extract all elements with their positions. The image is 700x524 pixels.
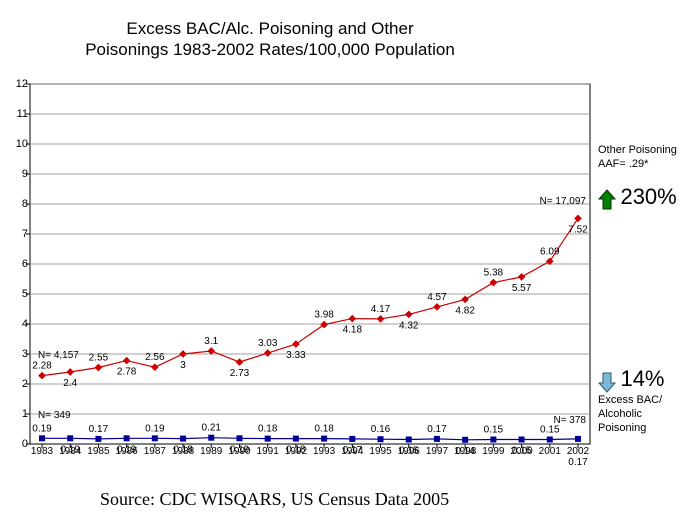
svg-text:4.82: 4.82 <box>455 305 475 316</box>
svg-text:2.28: 2.28 <box>32 361 52 372</box>
x-tick-label: 1986 <box>116 446 138 457</box>
y-tick-label: 7 <box>4 228 28 240</box>
svg-text:2.4: 2.4 <box>63 378 77 389</box>
n-other-start: N= 4,157 <box>38 350 79 361</box>
y-tick-label: 4 <box>4 318 28 330</box>
svg-text:0.18: 0.18 <box>314 424 334 435</box>
y-tick-label: 6 <box>4 258 28 270</box>
side-other-caption: Other Poisoning AAF= .29* <box>598 144 698 172</box>
n-bac-start: N= 349 <box>38 410 71 421</box>
svg-text:5.38: 5.38 <box>484 268 504 279</box>
source-text: Source: CDC WISQARS, US Census Data 2005 <box>100 489 449 510</box>
bac-caption-3: Poisoning <box>598 422 698 436</box>
x-tick-label: 1985 <box>87 446 109 457</box>
svg-text:7.52: 7.52 <box>568 224 588 235</box>
svg-text:4.57: 4.57 <box>427 292 447 303</box>
plot-svg: 2.28 2.4 2.55 2.78 2.56 3 3.1 2.73 3.03 3.33 3.98 4… <box>30 84 590 444</box>
svg-text:4.18: 4.18 <box>343 325 363 336</box>
chart-title: Excess BAC/Alc. Poisoning and Other Pois… <box>0 18 540 61</box>
x-tick-label: 1993 <box>313 446 335 457</box>
svg-text:3.1: 3.1 <box>204 336 218 347</box>
y-tick-label: 3 <box>4 348 28 360</box>
x-tick-label: 1997 <box>426 446 448 457</box>
y-tick-label: 11 <box>4 108 28 120</box>
x-tick-label: 1995 <box>369 446 391 457</box>
side-bac-pct: 14% <box>598 366 698 393</box>
x-tick-label: 1988 <box>172 446 194 457</box>
arrow-down-icon <box>598 371 616 393</box>
x-tick-label: 1992 <box>285 446 307 457</box>
svg-text:0.19: 0.19 <box>145 423 165 434</box>
x-tick-label: 1989 <box>200 446 222 457</box>
x-tick-label: 1987 <box>144 446 166 457</box>
x-tick-label: 1996 <box>398 446 420 457</box>
x-tick-label: 1983 <box>31 446 53 457</box>
svg-text:6.09: 6.09 <box>540 246 560 257</box>
bac-pct-value: 14% <box>620 366 664 391</box>
y-tick-label: 2 <box>4 378 28 390</box>
y-tick-label: 0 <box>4 438 28 450</box>
x-tick-label: 1999 <box>482 446 504 457</box>
x-tick-label: 1990 <box>228 446 250 457</box>
svg-text:0.21: 0.21 <box>202 423 222 434</box>
svg-text:3.03: 3.03 <box>258 338 278 349</box>
title-line-2: Poisonings 1983-2002 Rates/100,000 Popul… <box>85 40 455 59</box>
title-line-1: Excess BAC/Alc. Poisoning and Other <box>126 19 413 38</box>
x-tick-label: 1991 <box>257 446 279 457</box>
x-tick-label: 1984 <box>59 446 81 457</box>
x-tick-label: 2002 <box>567 446 589 457</box>
side-other-pct: 230% <box>598 184 698 211</box>
svg-text:0.16: 0.16 <box>371 424 391 435</box>
y-tick-label: 12 <box>4 78 28 90</box>
svg-text:0.19: 0.19 <box>32 423 52 434</box>
y-tick-label: 9 <box>4 168 28 180</box>
side-bac-caption: Excess BAC/ Alcoholic Poisoning <box>598 394 698 435</box>
x-tick-label: 2000 <box>510 446 532 457</box>
y-tick-label: 5 <box>4 288 28 300</box>
y-tick-label: 10 <box>4 138 28 150</box>
svg-text:3: 3 <box>180 360 186 371</box>
other-pct-value: 230% <box>620 184 676 209</box>
x-tick-label: 1994 <box>341 446 363 457</box>
y-ticks: 0123456789101112 <box>4 84 28 444</box>
plot-area: 2.28 2.4 2.55 2.78 2.56 3 3.1 2.73 3.03 3.33 3.98 4… <box>30 84 590 444</box>
x-tick-label: 2001 <box>539 446 561 457</box>
bac-caption-2: Alcoholic <box>598 408 698 422</box>
svg-text:3.33: 3.33 <box>286 350 306 361</box>
n-other-end: N= 17,097 <box>540 196 586 207</box>
y-tick-label: 1 <box>4 408 28 420</box>
n-bac-end: N= 378 <box>553 415 586 426</box>
other-poisoning-aaf: AAF= .29* <box>598 158 698 172</box>
svg-text:0.17: 0.17 <box>89 424 109 435</box>
svg-text:0.18: 0.18 <box>258 424 278 435</box>
svg-text:2.73: 2.73 <box>230 368 250 379</box>
bac-caption-1: Excess BAC/ <box>598 394 698 408</box>
svg-text:2.78: 2.78 <box>117 367 137 378</box>
svg-text:0.17: 0.17 <box>427 424 447 435</box>
svg-text:0.15: 0.15 <box>484 425 504 436</box>
y-tick-label: 8 <box>4 198 28 210</box>
svg-text:3.98: 3.98 <box>314 310 334 321</box>
other-poisoning-label: Other Poisoning <box>598 144 698 158</box>
x-ticks: 1983 1984 1985 1986 1987 1988 1989 1990 1991 1992… <box>30 446 590 462</box>
svg-text:4.32: 4.32 <box>399 320 419 331</box>
arrow-up-icon <box>598 189 616 211</box>
svg-text:2.56: 2.56 <box>145 352 165 363</box>
svg-text:0.15: 0.15 <box>540 425 560 436</box>
svg-text:4.17: 4.17 <box>371 304 391 315</box>
page: Excess BAC/Alc. Poisoning and Other Pois… <box>0 0 700 524</box>
x-tick-label: 1998 <box>454 446 476 457</box>
svg-text:2.55: 2.55 <box>89 353 109 364</box>
svg-text:5.57: 5.57 <box>512 283 532 294</box>
